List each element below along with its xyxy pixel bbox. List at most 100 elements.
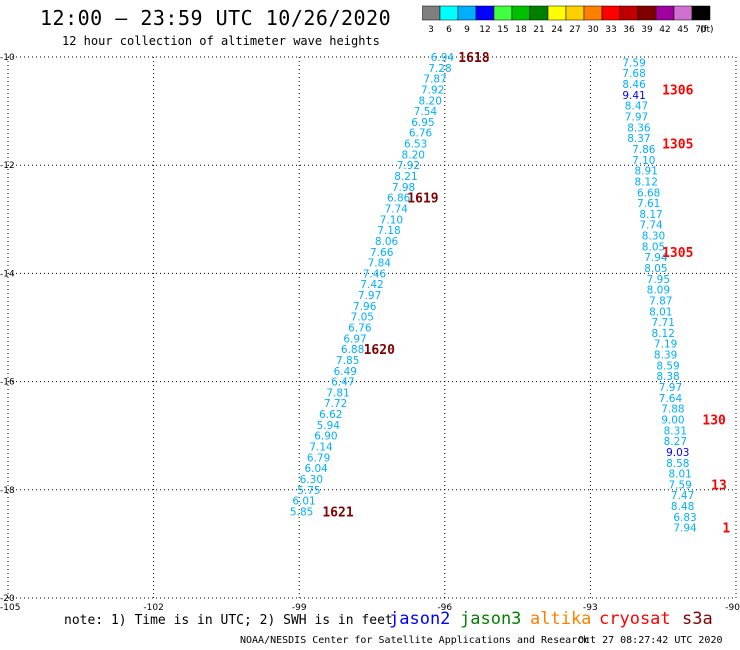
swh-value-label: 6.04 <box>304 463 328 475</box>
swh-value-label: 8.31 <box>664 425 687 437</box>
swh-value-label: 8.91 <box>635 166 658 178</box>
swh-value-label: 7.42 <box>360 279 383 291</box>
swh-value-label: 8.39 <box>654 350 677 362</box>
swh-value-label: 7.98 <box>392 182 415 194</box>
scale-label: 24 <box>551 25 563 34</box>
scale-label: 12 <box>479 25 490 34</box>
swh-value-label: 7.96 <box>353 301 377 313</box>
x-tick-label: -90 <box>725 603 740 613</box>
swh-value-label: 7.74 <box>385 203 409 215</box>
mission-label-altika: altika <box>530 609 592 629</box>
swh-value-label: 7.74 <box>639 220 663 232</box>
time-label: 1305 <box>662 246 693 261</box>
swh-value-label: 7.87 <box>649 295 672 307</box>
swh-value-label: 8.59 <box>656 360 679 372</box>
swh-value-label: 7.97 <box>358 290 381 302</box>
swh-value-label: 6.01 <box>292 496 315 508</box>
swh-value-label: 7.92 <box>397 160 420 172</box>
y-tick-label: -14 <box>0 269 15 279</box>
swh-value-label: 8.27 <box>664 436 687 448</box>
swh-value-label: 7.59 <box>668 479 691 491</box>
swh-value-label: 8.46 <box>622 79 646 91</box>
swh-value-label: 6.76 <box>409 128 433 140</box>
time-label: 1618 <box>458 51 489 66</box>
scale-label: 21 <box>533 25 544 34</box>
scale-label: 36 <box>623 25 635 34</box>
time-label: 1305 <box>662 138 693 153</box>
scale-label: 70 <box>695 25 707 34</box>
scale-label: 30 <box>587 25 599 34</box>
x-tick-label: -105 <box>0 603 20 613</box>
footer-credit: NOAA/NESDIS Center for Satellite Applica… <box>240 635 590 646</box>
swh-value-label: 7.14 <box>309 442 333 454</box>
swh-value-label: 8.12 <box>652 328 675 340</box>
swh-value-label: 8.21 <box>394 171 417 183</box>
swh-value-label: 6.90 <box>314 431 337 443</box>
swh-value-label: 5.75 <box>297 485 320 497</box>
swh-value-label: 7.68 <box>622 68 645 80</box>
swh-value-label: 8.38 <box>656 371 679 383</box>
swh-value-label: 7.72 <box>324 398 347 410</box>
swh-value-label: 7.87 <box>423 74 446 86</box>
swh-value-label: 8.30 <box>642 231 665 243</box>
swh-value-label: 7.05 <box>351 312 374 324</box>
swh-value-label: 6.30 <box>300 474 323 486</box>
swh-value-label: 9.03 <box>666 447 689 459</box>
chart-title: 12:00 – 23:59 UTC 10/26/2020 <box>40 6 392 30</box>
x-tick-label: -99 <box>292 603 307 613</box>
swh-value-label: 8.17 <box>639 209 662 221</box>
swh-value-label: 8.37 <box>627 133 650 145</box>
swh-value-label: 6.47 <box>331 377 354 389</box>
scale-label: 33 <box>605 25 616 34</box>
swh-value-label: 7.66 <box>370 247 394 259</box>
scale-label: 9 <box>464 25 470 34</box>
swh-value-label: 8.01 <box>668 469 691 481</box>
mission-label-s3a: s3a <box>682 609 713 629</box>
swh-value-label: 6.88 <box>341 344 364 356</box>
swh-value-label: 6.97 <box>343 333 366 345</box>
mission-label-jason2: jason2 <box>389 609 451 629</box>
wave-height-color-scale: 3 6 9 12 15 18 21 24 27 30 33 36 39 42 45 70(ft) <box>422 5 714 34</box>
swh-value-label: 5.85 <box>290 506 313 518</box>
scale-swatch <box>691 5 711 21</box>
swh-value-label: 8.12 <box>635 176 658 188</box>
swh-value-label: 7.81 <box>326 387 349 399</box>
swh-value-label: 7.10 <box>380 214 403 226</box>
swh-value-label: 7.19 <box>654 339 677 351</box>
swh-value-label: 7.64 <box>659 393 683 405</box>
swh-value-label: 9.00 <box>661 414 684 426</box>
swh-value-label: 8.48 <box>671 501 694 513</box>
mission-label-cryosat: cryosat <box>599 609 671 629</box>
swh-value-label: 6.49 <box>334 366 357 378</box>
swh-value-label: 7.84 <box>368 258 392 270</box>
scale-label: 42 <box>659 25 670 34</box>
x-tick-label: -96 <box>437 603 452 613</box>
swh-value-label: 8.20 <box>419 95 442 107</box>
note-text: note: 1) Time is in UTC; 2) SWH is in fe… <box>64 613 393 628</box>
scale-label: 6 <box>446 25 452 34</box>
swh-value-label: 8.47 <box>625 101 648 113</box>
swh-value-label: 7.54 <box>414 106 438 118</box>
swh-value-label: 6.79 <box>307 452 330 464</box>
scale-label: 3 <box>428 25 434 34</box>
swh-value-label: 8.05 <box>642 241 665 253</box>
x-tick-label: -102 <box>143 603 163 613</box>
swh-value-label: 6.76 <box>348 323 372 335</box>
swh-value-label: 7.85 <box>336 355 359 367</box>
swh-value-label: 6.68 <box>637 187 660 199</box>
x-tick-label: -93 <box>583 603 598 613</box>
y-tick-label: -20 <box>0 594 15 604</box>
scale-label: 39 <box>641 25 653 34</box>
swh-value-label: 7.46 <box>363 268 387 280</box>
swh-value-label: 5.94 <box>317 420 341 432</box>
swh-value-label: 7.28 <box>428 63 451 75</box>
swh-value-label: 7.95 <box>647 274 670 286</box>
time-label: 1621 <box>322 505 353 520</box>
swh-value-label: 8.06 <box>375 236 399 248</box>
swh-value-label: 7.10 <box>632 155 655 167</box>
swh-value-label: 8.58 <box>666 458 689 470</box>
swh-value-label: 6.83 <box>673 512 696 524</box>
swh-value-label: 7.59 <box>622 57 645 69</box>
y-tick-label: -12 <box>0 161 15 171</box>
